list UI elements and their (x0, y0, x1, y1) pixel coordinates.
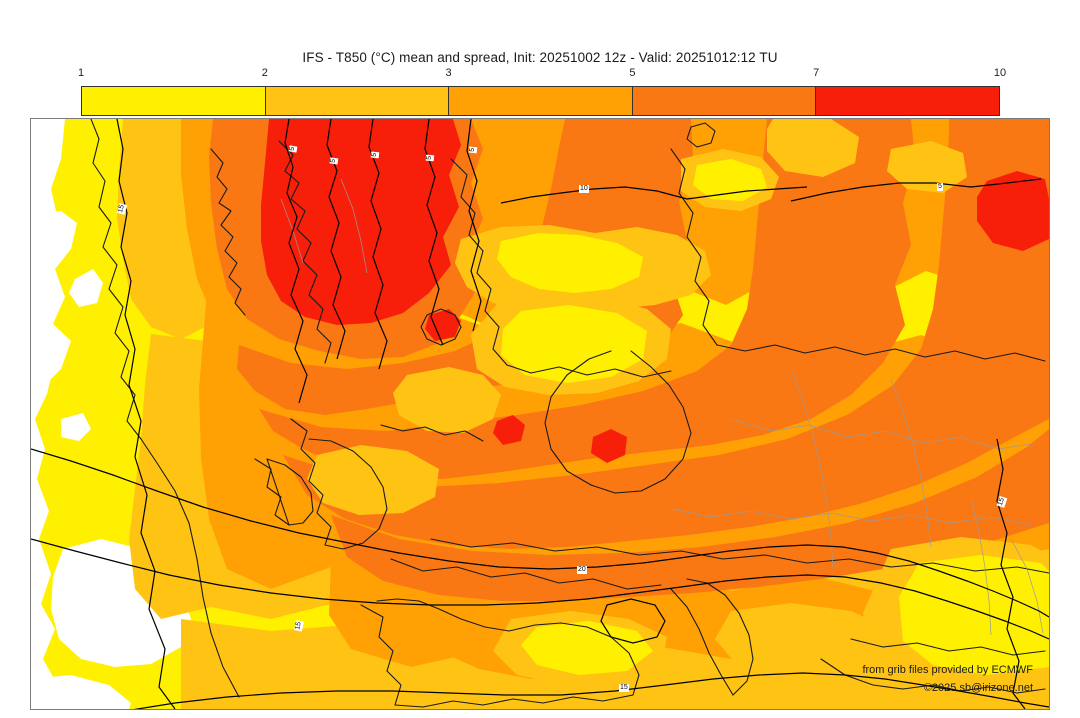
credit-copyright: ©2025 sb@irizone.net (923, 682, 1033, 694)
colorbar-segment-2-3 (265, 87, 450, 115)
colorbar-tick-3: 3 (445, 67, 452, 79)
weather-map-panel[interactable]: 15 5 5 5 5 5 10 5 20 15 15 15 15 from gr… (30, 118, 1050, 710)
colorbar-tick-1: 1 (77, 67, 85, 79)
colorbar-tick-2: 2 (261, 67, 268, 79)
colorbar-segment-7-10 (816, 87, 999, 115)
contour-label: 10 (579, 185, 589, 193)
colorbar-tick-5: 5 (629, 67, 636, 79)
contour-label: 5 (329, 157, 339, 165)
contour-label: 5 (288, 145, 298, 153)
colorbar-tick-7: 7 (813, 67, 820, 79)
colorbar: 1 2 3 5 7 10 (78, 67, 1006, 116)
colorbar-gradient (81, 86, 1000, 116)
colorbar-segment-5-7 (632, 87, 817, 115)
contour-label: 20 (577, 566, 587, 574)
page-title: IFS - T850 (°C) mean and spread, Init: 2… (302, 50, 778, 65)
coastline-layer (90, 119, 1049, 708)
colorbar-tick-10: 10 (993, 67, 1007, 79)
contour-label: 5 (937, 183, 943, 191)
contour-label: 5 (370, 151, 380, 159)
colorbar-segment-1-2 (82, 87, 266, 115)
colorbar-segment-3-5 (449, 87, 633, 115)
map-fill-layer (31, 119, 1049, 709)
credit-source: from grib files provided by ECMWF (862, 664, 1033, 676)
map-canvas (31, 119, 1049, 709)
contour-label: 5 (468, 146, 478, 154)
contour-label: 15 (619, 684, 629, 692)
contour-label: 5 (425, 154, 435, 162)
contour-line-layer (31, 119, 1049, 709)
